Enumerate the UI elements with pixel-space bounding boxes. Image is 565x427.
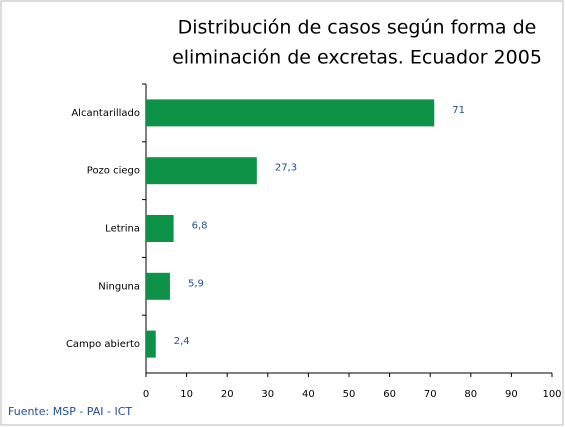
x-tick-label: 80 — [464, 389, 477, 400]
y-tick-label: Letrina — [105, 224, 140, 235]
x-tick-label: 0 — [143, 389, 149, 400]
y-tick-label: Pozo ciego — [87, 166, 140, 177]
value-label: 6,8 — [192, 221, 208, 232]
value-label: 5,9 — [188, 278, 204, 289]
value-label: 2,4 — [174, 336, 190, 347]
x-tick-label: 100 — [542, 389, 561, 400]
x-tick-label: 10 — [180, 389, 193, 400]
x-tick-label: 40 — [302, 389, 315, 400]
chart-title: Distribución de casos según forma de — [178, 17, 537, 39]
chart-title: eliminación de excretas. Ecuador 2005 — [172, 47, 542, 69]
source: Fuente: MSP - PAI - ICT — [8, 405, 132, 418]
x-tick-label: 60 — [383, 389, 396, 400]
value-label: 27,3 — [275, 163, 297, 174]
y-tick-label: Ninguna — [98, 281, 140, 292]
y-tick-label: Campo abierto — [66, 339, 140, 350]
x-tick-label: 50 — [343, 389, 356, 400]
x-tick-label: 20 — [221, 389, 234, 400]
bar — [146, 215, 174, 242]
x-tick-label: 70 — [424, 389, 437, 400]
value-label: 71 — [452, 105, 465, 116]
bar — [146, 330, 156, 358]
y-tick-label: Alcantarillado — [71, 108, 140, 119]
bar — [146, 272, 170, 300]
bar — [146, 99, 435, 127]
x-tick-label: 90 — [505, 389, 518, 400]
x-tick-label: 30 — [261, 389, 274, 400]
bar — [146, 157, 257, 185]
